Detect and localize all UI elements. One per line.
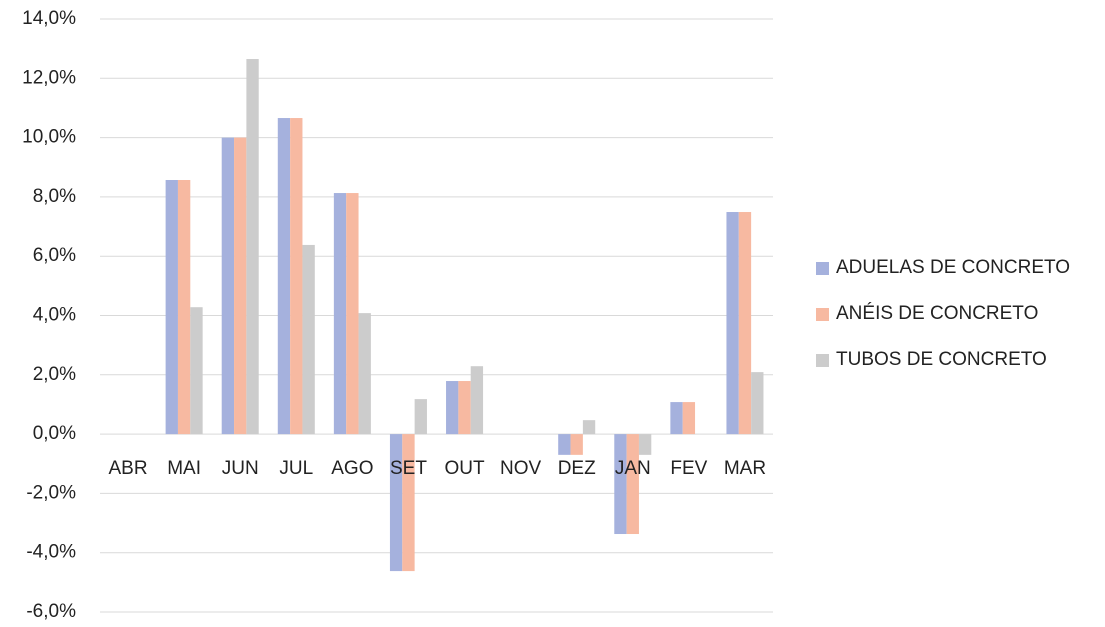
legend-label: ADUELAS DE CONCRETO — [836, 257, 1070, 278]
bar — [333, 193, 347, 435]
legend-label: ANÉIS DE CONCRETO — [836, 303, 1038, 324]
x-tick-label: AGO — [331, 458, 373, 479]
bar — [177, 179, 191, 435]
legend-swatch — [816, 262, 829, 275]
y-tick-label: 2,0% — [33, 364, 76, 385]
bar — [389, 434, 403, 572]
x-tick-label: OUT — [444, 458, 485, 479]
x-tick-label: JUN — [222, 458, 259, 479]
x-tick-label: FEV — [670, 458, 707, 479]
bar — [670, 402, 683, 435]
bar — [614, 434, 627, 535]
x-tick-label: JUL — [279, 458, 313, 479]
bar — [402, 434, 415, 572]
bar — [751, 372, 764, 435]
bar — [165, 179, 178, 435]
y-tick-label: -6,0% — [26, 601, 76, 622]
bar — [570, 434, 583, 455]
bar — [190, 307, 203, 435]
bar — [682, 402, 696, 435]
y-tick-label: 10,0% — [22, 127, 76, 148]
x-tick-label: SET — [390, 458, 427, 479]
x-tick-label: MAR — [724, 458, 766, 479]
bar — [626, 434, 639, 535]
bar — [234, 137, 247, 435]
y-tick-label: 8,0% — [33, 186, 76, 207]
y-tick-label: 12,0% — [22, 67, 76, 88]
bar — [470, 366, 484, 435]
y-tick-label: -2,0% — [26, 482, 76, 503]
y-tick-label: 0,0% — [33, 423, 76, 444]
legend-swatch — [816, 354, 829, 367]
legend-label: TUBOS DE CONCRETO — [836, 349, 1047, 370]
bar — [358, 313, 371, 435]
x-tick-label: JAN — [615, 458, 651, 479]
x-tick-label: MAI — [167, 458, 201, 479]
bar — [558, 434, 571, 455]
y-tick-label: -4,0% — [26, 542, 76, 563]
bar — [638, 434, 652, 455]
bar — [346, 193, 359, 435]
x-tick-label: ABR — [109, 458, 148, 479]
bar — [738, 212, 752, 435]
bar — [582, 420, 596, 435]
legend-swatch — [816, 308, 829, 321]
bar — [726, 212, 739, 435]
bar — [446, 381, 459, 435]
bar — [246, 59, 259, 435]
y-tick-label: 4,0% — [33, 305, 76, 326]
bar — [302, 244, 315, 435]
x-tick-label: DEZ — [558, 458, 596, 479]
bar — [277, 118, 291, 435]
y-tick-label: 14,0% — [22, 8, 76, 29]
bar — [414, 399, 427, 435]
bar — [290, 118, 303, 435]
y-tick-label: 6,0% — [33, 245, 76, 266]
x-tick-label: NOV — [500, 458, 542, 479]
bar — [458, 381, 471, 435]
bar — [221, 137, 235, 435]
